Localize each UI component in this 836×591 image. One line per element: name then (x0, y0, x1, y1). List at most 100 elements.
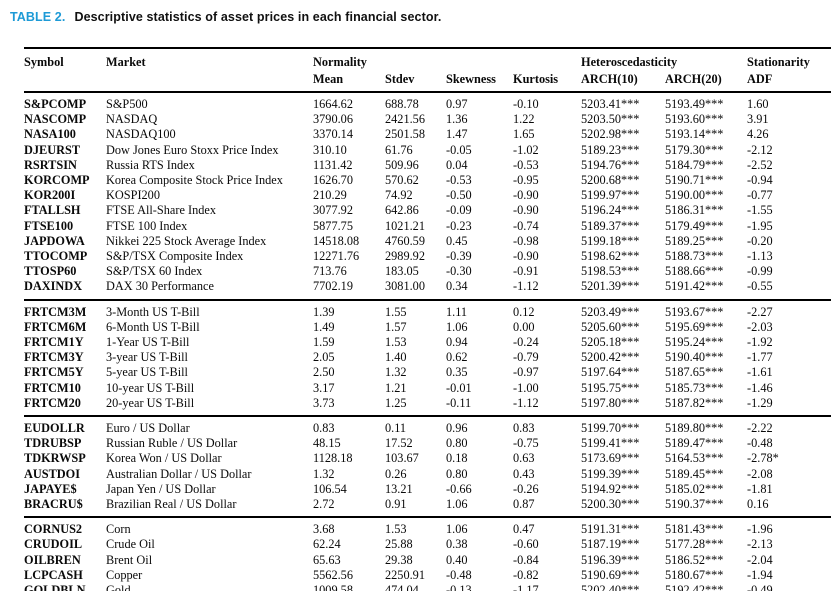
cell-value: 2250.91 (385, 567, 425, 582)
cell-value: -0.30 (446, 264, 472, 279)
cell-value: -0.75 (513, 436, 539, 451)
cell-value: 2.72 (313, 497, 335, 512)
cell-value: 5179.49*** (665, 218, 724, 233)
cell-value: 0.63 (513, 451, 535, 466)
header-adf: ADF (747, 72, 773, 86)
cell-value: -0.99 (747, 264, 773, 279)
cell-value: -1.55 (747, 203, 773, 218)
table-row: KORCOMP Korea Composite Stock Price Index… (24, 173, 831, 188)
cell-market: KOSPI200 (106, 188, 160, 203)
cell-value: 5199.97*** (581, 188, 640, 203)
cell-value: 5197.64*** (581, 365, 640, 380)
cell-symbol: FTSE100 (24, 218, 74, 233)
cell-symbol: LCPCASH (24, 567, 83, 582)
cell-value: 0.11 (385, 421, 407, 436)
cell-value: 0.16 (747, 497, 769, 512)
cell-value: -1.95 (747, 218, 773, 233)
table-section: EUDOLLR Euro / US Dollar 0.83 0.11 0.96 0.83 5… (24, 416, 832, 517)
cell-value: 1.53 (385, 335, 407, 350)
cell-value: 5193.14*** (665, 127, 724, 142)
cell-symbol: AUSTDOI (24, 466, 81, 481)
cell-value: -0.10 (513, 97, 539, 111)
cell-value: -1.17 (513, 583, 539, 591)
cell-value: 5191.42*** (665, 279, 724, 294)
table-row: S&PCOMP S&P500 1664.62 688.78 0.97 -0.10 5203.… (24, 92, 831, 112)
cell-value: 0.62 (446, 350, 468, 365)
cell-value: 713.76 (313, 264, 347, 279)
table-row: RSRTSIN Russia RTS Index 1131.42 509.96 0.04… (24, 158, 831, 173)
cell-value: -1.46 (747, 380, 773, 395)
cell-market: DAX 30 Performance (106, 279, 214, 294)
cell-value: 1.11 (446, 304, 468, 319)
cell-market: NASDAQ (106, 112, 158, 127)
cell-symbol: KOR200I (24, 188, 76, 203)
cell-value: 29.38 (385, 552, 413, 567)
cell-value: 1.25 (385, 395, 407, 410)
cell-value: -0.90 (513, 203, 539, 218)
table-row: FRTCM5Y 5-year US T-Bill 2.50 1.32 0.35 -0.97… (24, 365, 831, 380)
cell-value: 5202.40*** (581, 583, 640, 591)
cell-value: 5200.30*** (581, 497, 640, 512)
cell-value: -0.90 (513, 249, 539, 264)
cell-value: 5193.60*** (665, 112, 724, 127)
cell-value: 5189.47*** (665, 436, 724, 451)
cell-symbol: FTALLSH (24, 203, 81, 218)
cell-value: 5203.49*** (581, 304, 640, 319)
cell-market: 6-Month US T-Bill (106, 319, 200, 334)
table-row: FRTCM3M 3-Month US T-Bill 1.39 1.55 1.11 0.12… (24, 300, 831, 320)
cell-value: 5189.80*** (665, 421, 724, 436)
cell-value: 5173.69*** (581, 451, 640, 466)
cell-value: 642.86 (385, 203, 419, 218)
cell-value: 5198.62*** (581, 249, 640, 264)
cell-market: 3-year US T-Bill (106, 350, 188, 365)
cell-value: -0.23 (446, 218, 472, 233)
cell-value: 0.45 (446, 233, 468, 248)
header-symbol: Symbol (24, 55, 64, 69)
cell-value: -0.95 (513, 173, 539, 188)
table-row: FRTCM6M 6-Month US T-Bill 1.49 1.57 1.06 0.00… (24, 320, 831, 335)
cell-value: 1009.58 (313, 583, 353, 591)
table-row: JAPDOWA Nikkei 225 Stock Average Index 145… (24, 234, 831, 249)
cell-value: 5199.18*** (581, 233, 640, 248)
table-caption: TABLE 2. Descriptive statistics of asset … (10, 10, 836, 24)
table-row: BRACRU$ Brazilian Real / US Dollar 2.72 0.9… (24, 497, 831, 517)
cell-value: 1.32 (313, 466, 335, 481)
cell-market: FTSE All-Share Index (106, 203, 216, 218)
cell-value: -0.48 (446, 567, 472, 582)
cell-value: -0.01 (446, 380, 472, 395)
cell-value: 4.26 (747, 127, 769, 142)
table-row: TTOSP60 S&P/TSX 60 Index 713.76 183.05 -0.30… (24, 264, 831, 279)
cell-value: 4760.59 (385, 233, 425, 248)
descriptive-statistics-table: Symbol Market Normality Heteroscedastici… (24, 47, 832, 591)
cell-value: -0.50 (446, 188, 472, 203)
cell-market: 3-Month US T-Bill (106, 304, 200, 319)
table-section: S&PCOMP S&P500 1664.62 688.78 0.97 -0.10 5203.… (24, 92, 832, 300)
cell-market: 10-year US T-Bill (106, 380, 195, 395)
cell-symbol: GOLDBLN (24, 583, 86, 591)
header-group-stationarity: Stationarity (747, 55, 810, 69)
cell-value: 5189.23*** (581, 142, 640, 157)
cell-symbol: TDRUBSP (24, 436, 82, 451)
cell-value: -1.96 (747, 522, 773, 537)
table-header: Symbol Market Normality Heteroscedastici… (24, 48, 832, 92)
table-section: CORNUS2 Corn 3.68 1.53 1.06 0.47 5191.31*** 518… (24, 517, 832, 591)
cell-value: 1.59 (313, 335, 335, 350)
cell-symbol: FRTCM20 (24, 395, 81, 410)
cell-value: -2.03 (747, 319, 773, 334)
cell-value: 0.43 (513, 466, 535, 481)
cell-market: Crude Oil (106, 537, 155, 552)
cell-value: 5189.37*** (581, 218, 640, 233)
cell-value: 1.49 (313, 319, 335, 334)
table-row: FRTCM3Y 3-year US T-Bill 2.05 1.40 0.62 -0.79… (24, 350, 831, 365)
cell-value: 0.40 (446, 552, 468, 567)
cell-market: Euro / US Dollar (106, 421, 190, 436)
cell-value: -0.53 (513, 157, 539, 172)
cell-value: 5201.39*** (581, 279, 640, 294)
cell-value: 62.24 (313, 537, 341, 552)
cell-value: -0.97 (513, 365, 539, 380)
cell-value: 5877.75 (313, 218, 353, 233)
table-row: NASCOMP NASDAQ 3790.06 2421.56 1.36 1.22 5203.… (24, 112, 831, 127)
table-row: TTOCOMP S&P/TSX Composite Index 12271.76 29… (24, 249, 831, 264)
cell-value: 2421.56 (385, 112, 425, 127)
